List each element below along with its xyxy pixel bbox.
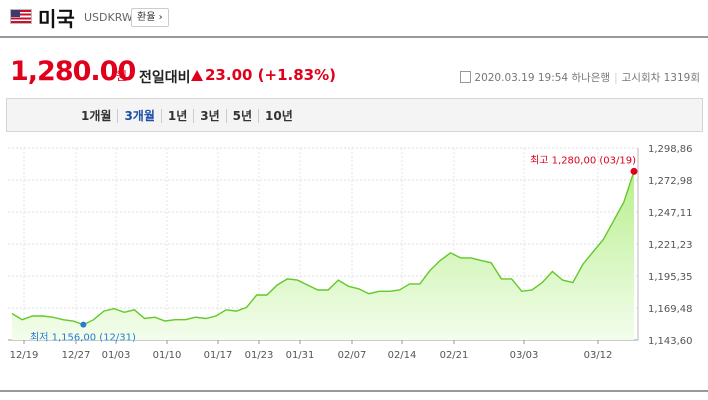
low-label: 최저 1,156,00 (12/31) [30,332,136,344]
x-tick-label: 12/27 [62,350,91,361]
y-tick-label: 1,221,23 [648,240,693,251]
change-label: 전일대비 [139,70,191,86]
quote-bank: 하나은행 [571,72,611,84]
exchange-rate-button[interactable]: 환율 › [131,8,169,27]
tab-period-3[interactable]: 3년 [194,109,227,123]
x-tick-label: 01/03 [102,350,131,361]
change-value-text: 23.00 (+1.83%) [205,66,336,84]
series-line [11,171,635,326]
quote-notice: 고시회차 1319회 [621,72,700,84]
quote-meta: 2020.03.19 19:54 하나은행 | 고시회차 1319회 [460,70,700,85]
x-tick-label: 02/21 [440,350,469,361]
currency-code: USDKRW [84,11,133,24]
header: 미국 USDKRW 환율 › [0,0,708,38]
series-area [12,171,634,340]
y-tick-label: 1,169,48 [648,304,693,315]
tab-period-0[interactable]: 1개월 [75,109,119,123]
high-label: 최고 1,280,00 (03/19) [530,154,636,166]
current-price: 1,280.00 [10,56,136,87]
y-tick-label: 1,195,35 [648,272,693,283]
period-selector: 1개월 3개월 1년 3년 5년 10년 [6,98,703,132]
x-tick-label: 01/23 [245,350,274,361]
bottom-divider [0,390,708,392]
x-tick-label: 01/17 [204,350,233,361]
quote-datetime: 2020.03.19 19:54 [474,72,569,84]
exchange-rate-chart: 1,298,86 1,272,98 1,247,11 1,221,23 1,195,35… [8,144,693,361]
tab-period-1[interactable]: 3개월 [118,109,162,123]
chevron-right-icon: › [158,12,163,23]
low-point-marker [80,321,87,328]
us-flag-icon [10,9,32,24]
tab-period-4[interactable]: 5년 [226,109,260,123]
y-tick-label: 1,247,11 [648,208,693,219]
high-point-marker [630,167,638,175]
document-icon [460,71,472,83]
tab-period-5[interactable]: 10년 [265,109,293,123]
y-tick-label: 1,143,60 [648,336,693,347]
x-tick-label: 02/07 [338,350,367,361]
x-tick-label: 03/03 [510,350,539,361]
x-tick-label: 01/31 [286,350,315,361]
period-tabs: 1개월 3개월 1년 3년 5년 10년 [75,107,299,124]
x-tick-label: 01/10 [153,350,182,361]
up-triangle-icon [191,70,203,81]
exchange-rate-button-label: 환율 [137,12,156,23]
x-tick-label: 03/12 [584,350,613,361]
price-unit: 원 [116,69,128,83]
country-name: 미국 [38,7,75,31]
y-tick-label: 1,298,86 [648,144,693,155]
tab-period-2[interactable]: 1년 [161,109,195,123]
y-tick-label: 1,272,98 [648,176,693,187]
x-tick-label: 12/19 [10,350,39,361]
x-tick-label: 02/14 [388,350,417,361]
change-value: 23.00 (+1.83%) [191,66,336,84]
